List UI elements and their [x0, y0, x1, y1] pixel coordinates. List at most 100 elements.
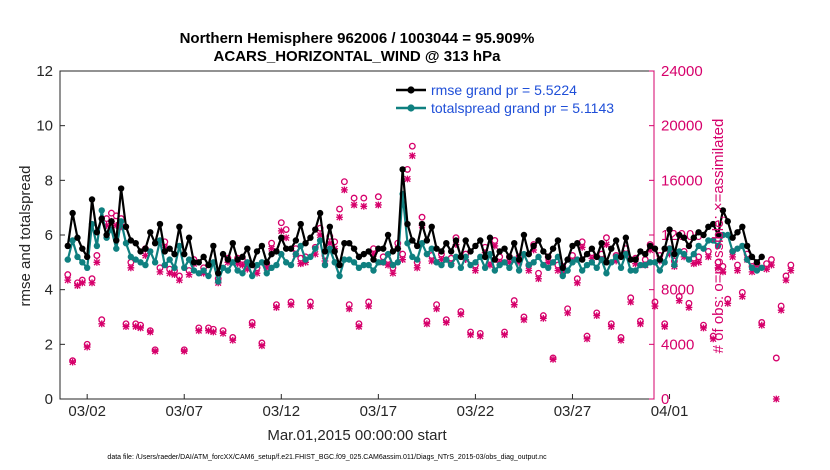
obs-assimilated-point	[607, 323, 615, 330]
rmse-point	[428, 223, 435, 230]
totalspread-point	[462, 253, 469, 261]
obs-assimilated-point	[93, 258, 101, 266]
totalspread-point	[69, 237, 76, 244]
rmse-point	[360, 250, 367, 258]
totalspread-point	[244, 259, 251, 266]
totalspread-point	[598, 256, 605, 263]
rmse-point	[443, 240, 450, 247]
totalspread-point	[540, 261, 547, 269]
rmse-point	[700, 231, 707, 239]
totalspread-point	[496, 261, 503, 269]
totalspread-point	[690, 250, 697, 258]
rmse-point	[535, 237, 542, 244]
obs-assimilated-point	[175, 276, 183, 284]
totalspread-point	[734, 245, 741, 252]
totalspread-point	[219, 264, 227, 271]
y-axis-label: rmse and totalspread	[17, 166, 34, 307]
rmse-point	[598, 240, 605, 247]
y2-axis-label: # of obs: o=possible; ×=assimilated	[710, 119, 727, 354]
totalspread-point	[195, 270, 202, 277]
obs-assimilated-point	[384, 261, 392, 269]
obs-assimilated-point	[326, 239, 334, 247]
totalspread-point	[545, 264, 552, 271]
rmse-point	[278, 234, 285, 241]
rmse-point	[326, 223, 334, 230]
rmse-point	[588, 245, 596, 252]
totalspread-point	[312, 245, 319, 252]
y2-tick-label: 0	[661, 391, 669, 408]
x-tick-label: 03/17	[360, 403, 398, 420]
rmse-point	[307, 234, 314, 241]
obs-assimilated-point	[719, 268, 727, 276]
obs-assimilated-point	[268, 245, 275, 253]
rmse-point	[384, 231, 392, 239]
totalspread-point	[564, 267, 571, 274]
rmse-point	[467, 248, 474, 255]
rmse-point	[137, 248, 144, 255]
totalspread-point	[205, 272, 212, 280]
obs-assimilated-point	[564, 309, 572, 317]
x-tick-label: 03/02	[68, 403, 106, 420]
legend-marker-totalspread	[407, 104, 415, 112]
obs-assimilated-point	[248, 321, 256, 329]
obs-assimilated-point	[646, 246, 654, 254]
totalspread-point	[93, 242, 101, 250]
rmse-point	[346, 240, 353, 247]
obs-assimilated-point	[404, 175, 411, 183]
rmse-point	[108, 218, 115, 225]
obs-assimilated-point	[209, 328, 217, 336]
totalspread-point	[336, 272, 343, 280]
totalspread-point	[409, 253, 416, 261]
totalspread-point	[166, 256, 173, 263]
rmse-point	[195, 259, 202, 266]
obs-assimilated-point	[355, 323, 363, 330]
totalspread-point	[748, 264, 756, 271]
totalspread-point	[443, 256, 450, 263]
rmse-point	[569, 242, 576, 250]
obs-assimilated-point	[282, 234, 290, 242]
rmse-point	[181, 250, 188, 258]
obs-assimilated-point	[675, 297, 683, 304]
totalspread-point	[651, 259, 659, 266]
legend-item-totalspread: totalspread grand pr = 5.1143	[396, 100, 614, 116]
totalspread-point	[346, 256, 353, 263]
totalspread-point	[239, 270, 246, 277]
totalspread-point	[569, 259, 576, 266]
totalspread-point	[438, 261, 445, 269]
rmse-point	[481, 253, 489, 261]
y2-tick-label: 16000	[661, 172, 703, 189]
totalspread-point	[530, 259, 537, 266]
totalspread-point	[491, 267, 499, 274]
rmse-point	[734, 229, 741, 236]
rmse-point	[171, 250, 178, 258]
rmse-point	[578, 256, 586, 263]
rmse-point	[646, 242, 654, 250]
totalspread-point	[710, 237, 717, 244]
x-axis: 03/02 03/07 03/12 03/17 03/22 03/27 04/01	[68, 394, 688, 420]
obs-assimilated-point	[714, 264, 722, 272]
rmse-point	[472, 242, 479, 250]
obs-assimilated-point	[583, 335, 591, 343]
obs-assimilated-point	[399, 256, 407, 263]
totalspread-point	[666, 245, 673, 252]
rmse-point	[753, 259, 761, 266]
obs-assimilated-point	[239, 261, 246, 269]
rmse-point	[331, 248, 338, 255]
rmse-point	[321, 248, 329, 255]
obs-possible-point	[360, 194, 368, 202]
totalspread-point	[200, 267, 207, 274]
obs-assimilated-point	[709, 335, 717, 343]
obs-assimilated-point	[316, 231, 324, 239]
obs-assimilated-point	[768, 261, 775, 269]
rmse-point	[399, 166, 406, 173]
rmse-point	[166, 245, 173, 252]
obs-possible-point	[340, 178, 348, 186]
obs-assimilated-point	[525, 267, 533, 274]
totalspread-point	[389, 261, 397, 269]
obs-assimilated-point	[612, 257, 620, 265]
totalspread-point	[603, 270, 610, 277]
obs-assimilated-point	[171, 271, 178, 279]
obs-assimilated-point	[146, 328, 154, 336]
obs-assimilated-point	[501, 331, 508, 339]
rmse-point	[98, 215, 105, 222]
